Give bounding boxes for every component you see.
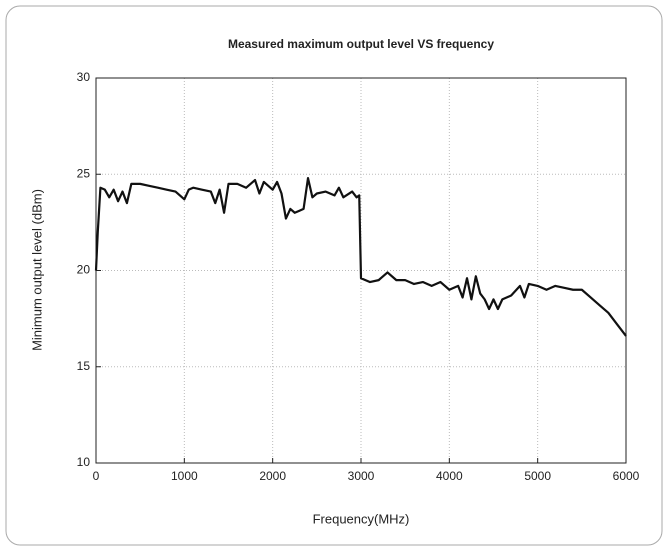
chart-title: Measured maximum output level VS frequen… bbox=[228, 37, 494, 51]
line-series bbox=[94, 177, 627, 337]
y-tick-label: 15 bbox=[77, 359, 91, 373]
x-tick-label: 0 bbox=[93, 469, 100, 483]
x-tick-label: 2000 bbox=[259, 469, 286, 483]
y-tick-label: 25 bbox=[77, 166, 91, 180]
y-tick-label: 20 bbox=[77, 263, 91, 277]
y-axis-label: Minimum output level (dBm) bbox=[29, 189, 44, 351]
x-tick-label: 3000 bbox=[348, 469, 375, 483]
y-tick-label: 10 bbox=[77, 455, 91, 469]
x-tick-label: 5000 bbox=[524, 469, 551, 483]
x-tick-label: 1000 bbox=[171, 469, 198, 483]
x-tick-label: 4000 bbox=[436, 469, 463, 483]
x-tick-label: 6000 bbox=[613, 469, 640, 483]
y-tick-label: 30 bbox=[77, 70, 91, 84]
x-axis-label: Frequency(MHz) bbox=[313, 511, 410, 526]
card-border bbox=[5, 5, 663, 546]
